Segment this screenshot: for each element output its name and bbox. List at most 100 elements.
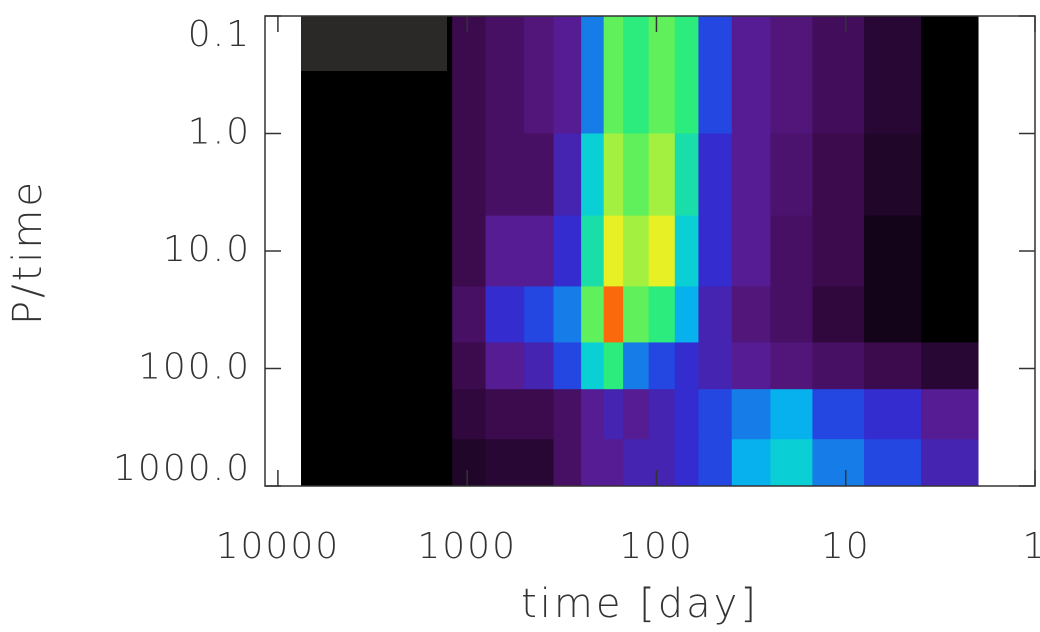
cell — [524, 133, 554, 217]
cell — [812, 389, 865, 440]
cell — [812, 286, 865, 343]
cell — [698, 342, 733, 390]
x-tick-label: 100 — [619, 526, 694, 567]
cell — [524, 286, 554, 343]
cell — [485, 16, 525, 134]
cell — [603, 389, 624, 440]
cell — [648, 439, 676, 487]
cell — [864, 342, 922, 390]
cell — [623, 342, 650, 390]
cell — [674, 133, 699, 217]
cell — [921, 439, 979, 487]
cell — [770, 286, 813, 343]
cell — [301, 389, 453, 440]
cell — [301, 215, 453, 287]
cell — [698, 439, 733, 487]
cell — [770, 133, 813, 217]
cell — [553, 16, 582, 134]
cell — [648, 286, 676, 343]
cell — [864, 215, 922, 287]
cell — [524, 439, 554, 487]
y-tick-label: 1000.0 — [113, 448, 251, 489]
cell — [731, 215, 771, 287]
cell — [452, 215, 487, 287]
cell — [731, 133, 771, 217]
cell — [731, 342, 771, 390]
x-tick-label: 10 — [821, 526, 871, 567]
cell — [553, 389, 582, 440]
cell — [864, 133, 922, 217]
cell — [648, 389, 676, 440]
cell — [731, 286, 771, 343]
cell — [812, 342, 865, 390]
cell — [812, 439, 865, 487]
cell — [452, 133, 487, 217]
cell — [452, 16, 487, 134]
cell — [623, 215, 650, 287]
cell — [770, 215, 813, 287]
cell — [674, 286, 699, 343]
cell — [603, 286, 624, 343]
cell — [524, 389, 554, 440]
cell — [698, 215, 733, 287]
cell — [698, 389, 733, 440]
cell — [812, 133, 865, 217]
cell — [524, 16, 554, 134]
cell — [623, 286, 650, 343]
cell — [485, 133, 525, 217]
y-axis-title: P/time — [5, 179, 51, 325]
cell — [921, 286, 979, 343]
cell — [301, 342, 453, 390]
cell — [770, 16, 813, 134]
cell — [553, 342, 582, 390]
x-axis-title: time [day] — [521, 581, 759, 627]
cell — [698, 133, 733, 217]
x-tick-label: 10000 — [216, 526, 341, 567]
cell — [581, 215, 605, 287]
cell — [553, 215, 582, 287]
cell — [648, 342, 676, 390]
cell — [603, 215, 624, 287]
cell — [674, 342, 699, 390]
y-tick-label: 100.0 — [138, 347, 251, 388]
y-tick-label: 0.1 — [188, 14, 251, 55]
cell — [301, 286, 453, 343]
cell — [623, 439, 650, 487]
cell — [452, 389, 487, 440]
cell — [864, 286, 922, 343]
cell — [623, 16, 650, 134]
cell — [864, 439, 922, 487]
cell — [812, 215, 865, 287]
cell — [731, 439, 771, 487]
y-tick-label: 1.0 — [188, 112, 251, 153]
cell — [674, 215, 699, 287]
cell — [581, 16, 605, 134]
cell — [581, 286, 605, 343]
cell — [623, 133, 650, 217]
x-tick-label: 1000 — [417, 526, 517, 567]
cell — [301, 439, 453, 487]
y-tick-label: 10.0 — [163, 229, 251, 270]
x-tick-label: 1 — [1023, 526, 1040, 567]
cell — [581, 389, 605, 440]
cell — [603, 16, 624, 134]
cell — [698, 16, 733, 134]
cell — [485, 215, 525, 287]
cell — [812, 16, 865, 134]
cell — [731, 16, 771, 134]
cell — [921, 342, 979, 390]
cell — [648, 16, 676, 134]
cell — [674, 439, 699, 487]
cell — [864, 16, 922, 134]
cell — [301, 133, 453, 217]
heatmap — [301, 16, 979, 487]
cell — [921, 389, 979, 440]
cell — [524, 215, 554, 287]
cell — [770, 439, 813, 487]
cell — [452, 342, 487, 390]
cell — [485, 389, 525, 440]
cell — [485, 342, 525, 390]
cell — [674, 389, 699, 440]
cell — [698, 286, 733, 343]
